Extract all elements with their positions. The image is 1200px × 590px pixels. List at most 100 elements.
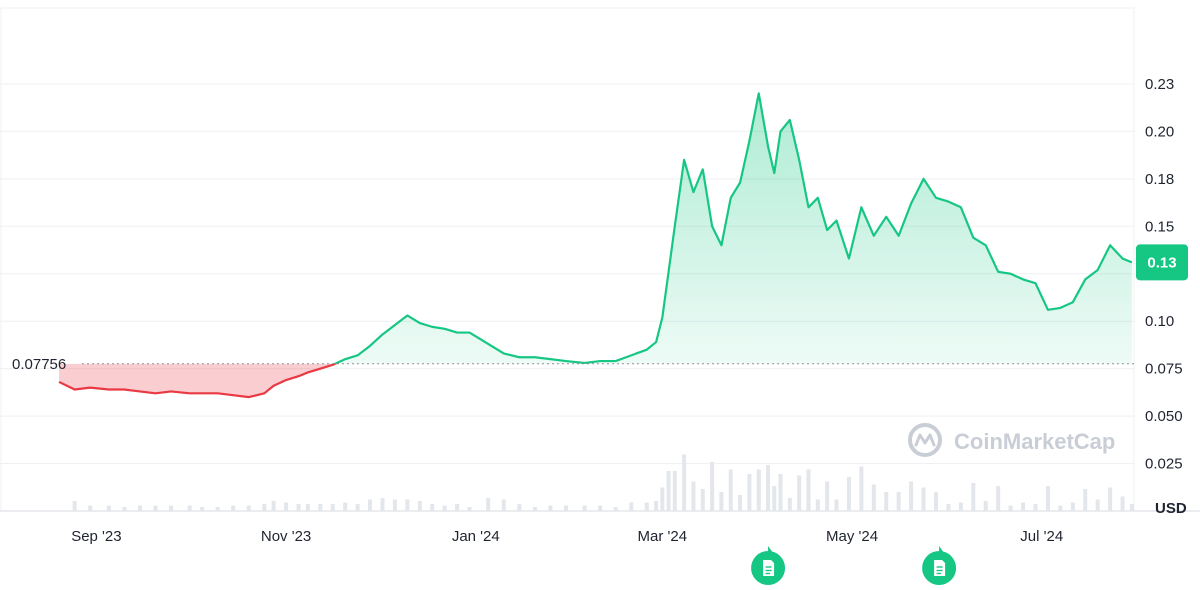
volume-bar bbox=[1033, 504, 1038, 511]
volume-bar bbox=[921, 487, 926, 511]
x-tick-label: Mar '24 bbox=[638, 528, 688, 545]
volume-bar bbox=[682, 454, 687, 511]
volume-bar bbox=[846, 477, 851, 511]
volume-bar bbox=[467, 507, 472, 511]
volume-bar bbox=[501, 499, 506, 511]
volume-bar bbox=[262, 504, 267, 511]
news-markers[interactable] bbox=[751, 546, 957, 585]
x-tick-label: Nov '23 bbox=[261, 528, 311, 545]
volume-bar bbox=[644, 502, 649, 511]
volume-bar bbox=[598, 505, 603, 511]
volume-bar bbox=[548, 505, 553, 511]
price-line-up bbox=[332, 92, 1133, 364]
volume-bar bbox=[582, 505, 587, 511]
volume-bar bbox=[153, 505, 158, 511]
volume-bar bbox=[380, 498, 385, 511]
volume-bar bbox=[417, 501, 422, 511]
volume-bar bbox=[996, 486, 1001, 511]
document-icon bbox=[763, 560, 775, 576]
area-fill-down bbox=[59, 363, 336, 398]
volume-bar bbox=[1108, 487, 1113, 511]
volume-bar bbox=[613, 507, 618, 511]
y-tick-label: 0.050 bbox=[1145, 408, 1183, 425]
price-line-down bbox=[58, 363, 587, 399]
volume-bar bbox=[486, 498, 491, 511]
volume-bar bbox=[719, 492, 724, 511]
volume-bar bbox=[766, 465, 771, 511]
volume-bar bbox=[806, 469, 811, 511]
volume-bar bbox=[756, 469, 761, 511]
volume-bar bbox=[106, 505, 111, 511]
volume-bar bbox=[1129, 504, 1134, 511]
price-line bbox=[58, 92, 1133, 399]
volume-bar bbox=[896, 492, 901, 511]
x-tick-label: Sep '23 bbox=[71, 528, 121, 545]
current-price-badge-bg bbox=[1136, 244, 1188, 281]
y-tick-label: 0.18 bbox=[1145, 171, 1174, 188]
x-tick-label: May '24 bbox=[826, 528, 878, 545]
volume-bar bbox=[405, 499, 410, 511]
coinmarketcap-logo-icon bbox=[908, 423, 942, 457]
baseline-label: 0.07756 bbox=[12, 356, 66, 373]
volume-bar bbox=[137, 505, 142, 511]
volume-bar bbox=[971, 483, 976, 511]
volume-bar bbox=[1095, 499, 1100, 511]
volume-bar bbox=[772, 486, 777, 511]
volume-bar bbox=[305, 504, 310, 511]
volume-bar bbox=[933, 492, 938, 511]
volume-bar bbox=[700, 489, 705, 511]
news-marker[interactable] bbox=[922, 546, 957, 585]
volume-bar bbox=[825, 481, 830, 511]
volume-bar bbox=[284, 502, 289, 511]
volume-bar bbox=[368, 499, 373, 511]
volume-bar bbox=[909, 481, 914, 511]
volume-bar bbox=[710, 462, 715, 511]
volume-bar bbox=[1008, 505, 1013, 511]
volume-bar bbox=[231, 505, 236, 511]
volume-bar bbox=[392, 499, 397, 511]
volume-bar bbox=[787, 498, 792, 511]
volume-bar bbox=[728, 469, 733, 511]
volume-bars bbox=[72, 454, 1134, 511]
volume-bar bbox=[666, 471, 671, 511]
volume-bar bbox=[871, 484, 876, 511]
volume-bar bbox=[691, 481, 696, 511]
volume-bar bbox=[455, 504, 460, 511]
volume-bar bbox=[271, 501, 276, 511]
volume-bar bbox=[215, 507, 220, 511]
volume-bar bbox=[797, 475, 802, 511]
y-tick-label: 0.075 bbox=[1145, 361, 1183, 378]
volume-bar bbox=[187, 505, 192, 511]
volume-bar bbox=[355, 504, 360, 511]
currency-label: USD bbox=[1155, 500, 1187, 517]
volume-bar bbox=[747, 474, 752, 511]
volume-bar bbox=[958, 502, 963, 511]
price-area-fill bbox=[59, 93, 1132, 398]
volume-bar bbox=[859, 466, 864, 511]
volume-bar bbox=[1058, 505, 1063, 511]
baseline-value: 0.07756 bbox=[12, 356, 66, 373]
volume-bar bbox=[815, 499, 820, 511]
news-marker[interactable] bbox=[751, 546, 786, 585]
volume-bar bbox=[330, 504, 335, 511]
y-tick-label: 0.20 bbox=[1145, 123, 1174, 140]
volume-bar bbox=[738, 495, 743, 511]
volume-bar bbox=[532, 507, 537, 511]
volume-bar bbox=[946, 504, 951, 511]
volume-bar bbox=[1045, 486, 1050, 511]
current-price-value: 0.13 bbox=[1147, 254, 1176, 271]
volume-bar bbox=[200, 507, 205, 511]
volume-bar bbox=[442, 505, 447, 511]
volume-bar bbox=[983, 501, 988, 511]
volume-bar bbox=[430, 504, 435, 511]
document-icon bbox=[934, 560, 946, 576]
volume-bar bbox=[1083, 489, 1088, 511]
volume-bar bbox=[318, 504, 323, 511]
volume-bar bbox=[246, 505, 251, 511]
y-tick-label: 0.23 bbox=[1145, 76, 1174, 93]
volume-bar bbox=[1021, 502, 1026, 511]
x-tick-label: Jul '24 bbox=[1020, 528, 1063, 545]
area-fill-up bbox=[59, 93, 1132, 364]
volume-bar bbox=[517, 504, 522, 511]
